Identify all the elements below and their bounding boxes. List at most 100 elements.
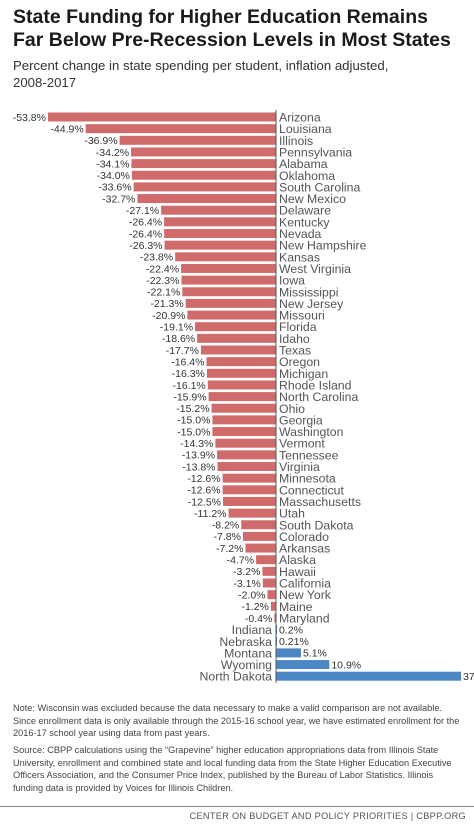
category-label: Oklahoma	[279, 169, 335, 183]
bar-montana	[276, 648, 301, 658]
bar-texas	[200, 345, 276, 355]
category-label: Nevada	[279, 227, 322, 241]
value-label: -17.7%	[166, 345, 199, 357]
category-label: Louisiana	[279, 122, 332, 136]
chart-source: Source: CBPP calculations using the “Gra…	[13, 745, 452, 793]
bar-mississippi	[182, 287, 276, 297]
category-label: California	[279, 577, 331, 591]
bar-louisiana	[85, 124, 276, 134]
category-label: New Hampshire	[279, 239, 367, 253]
value-label: -26.4%	[129, 228, 162, 240]
value-label: -16.4%	[171, 356, 204, 368]
value-label: -12.6%	[187, 473, 220, 485]
bar-michigan	[206, 368, 276, 378]
category-label: Minnesota	[279, 472, 336, 486]
value-label: -7.8%	[214, 531, 241, 543]
category-label: Utah	[279, 507, 305, 521]
value-label: -34.2%	[96, 147, 129, 159]
value-label: -12.5%	[188, 496, 221, 508]
category-label: North Carolina	[279, 390, 358, 404]
category-label: New Mexico	[279, 192, 346, 206]
category-label: Arkansas	[279, 542, 330, 556]
value-label: -53.8%	[13, 112, 46, 124]
value-label: -23.8%	[140, 252, 173, 264]
bar-ohio	[211, 403, 276, 413]
category-label: Georgia	[279, 413, 323, 427]
value-label: -36.9%	[84, 135, 117, 147]
bar-new-york	[267, 590, 276, 600]
bar-new-hampshire	[164, 240, 276, 250]
category-label: Hawaii	[279, 565, 316, 579]
category-label: Tennessee	[279, 448, 339, 462]
value-label: 37.8%	[463, 671, 474, 683]
value-label: -21.3%	[150, 298, 183, 310]
category-label: Ohio	[279, 402, 305, 416]
value-label: -0.4%	[245, 613, 272, 625]
category-label: Pennsylvania	[279, 145, 352, 159]
bar-rhode-island	[207, 380, 276, 390]
value-label: 10.9%	[331, 659, 361, 671]
value-label: -32.7%	[102, 193, 135, 205]
value-label: -16.1%	[172, 380, 205, 392]
category-label: New York	[279, 588, 332, 602]
value-label: -11.2%	[194, 508, 227, 520]
bar-arkansas	[245, 543, 276, 553]
bar-south-dakota	[241, 520, 276, 530]
value-label: -3.2%	[233, 566, 260, 578]
bar-minnesota	[222, 473, 276, 483]
value-label: -27.1%	[126, 205, 159, 217]
bar-new-jersey	[185, 298, 276, 308]
bar-hawaii	[262, 566, 276, 576]
bar-iowa	[181, 275, 276, 285]
category-label: Washington	[279, 425, 344, 439]
value-label: -44.9%	[50, 123, 83, 135]
bar-utah	[228, 508, 276, 518]
value-label: -20.9%	[152, 310, 185, 322]
bar-maryland	[274, 613, 276, 623]
category-label: Arizona	[279, 111, 321, 125]
bar-alaska	[256, 555, 276, 565]
value-label: -2.0%	[238, 589, 265, 601]
bar-vermont	[215, 438, 276, 448]
value-label: -12.6%	[187, 485, 220, 497]
bar-oklahoma	[131, 170, 276, 180]
value-label: -16.3%	[172, 368, 205, 380]
value-label: -22.1%	[147, 287, 180, 299]
bar-california	[262, 578, 276, 588]
category-label: Montana	[224, 646, 272, 660]
bar-colorado	[242, 531, 276, 541]
category-label: Indiana	[232, 623, 273, 637]
category-label: Texas	[279, 344, 311, 358]
bar-north-dakota	[276, 671, 461, 681]
category-label: South Dakota	[279, 518, 354, 532]
category-label: Maine	[279, 600, 313, 614]
bar-pennsylvania	[131, 147, 276, 157]
category-label: Maryland	[279, 611, 330, 625]
category-label: Oregon	[279, 355, 320, 369]
category-label: Rhode Island	[279, 378, 352, 392]
bar-chart: -53.8% Arizona -44.9% Louisiana -36.9% Illino…	[13, 110, 474, 684]
bar-idaho	[197, 333, 276, 343]
value-label: -22.3%	[146, 275, 179, 287]
bar-nevada	[164, 229, 276, 238]
category-label: Florida	[279, 320, 317, 334]
category-label: Delaware	[279, 204, 331, 218]
category-label: Alaska	[279, 553, 316, 567]
category-label: North Dakota	[200, 670, 273, 684]
bar-nebraska	[276, 636, 278, 646]
value-label: -22.4%	[146, 263, 179, 275]
category-label: Connecticut	[279, 483, 345, 497]
category-label: Virginia	[279, 460, 320, 474]
category-label: Michigan	[279, 367, 328, 381]
chart-note: Note: Wisconsin was excluded because the…	[13, 703, 460, 738]
value-label: -34.1%	[96, 158, 129, 170]
category-label: New Jersey	[279, 297, 344, 311]
value-label: -1.2%	[241, 601, 268, 613]
value-label: -13.8%	[182, 461, 215, 473]
bar-massachusetts	[223, 496, 276, 506]
category-label: Vermont	[279, 437, 325, 451]
category-label: Alabama	[279, 157, 328, 171]
bar-kentucky	[164, 217, 276, 227]
category-label: Kansas	[279, 250, 320, 264]
value-label: -7.2%	[216, 543, 243, 555]
